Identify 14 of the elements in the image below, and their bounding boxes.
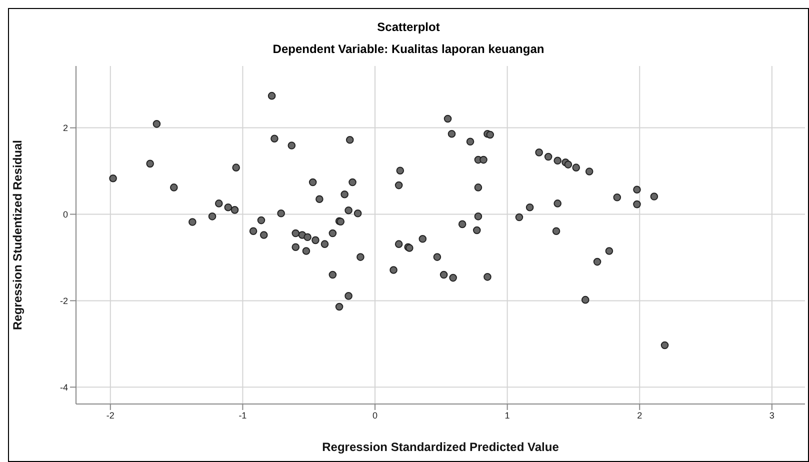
x-axis-title: Regression Standardized Predicted Value <box>322 440 560 454</box>
chart-subtitle: Dependent Variable: Kualitas laporan keuangan <box>272 42 546 56</box>
y-tick-label: 0 <box>62 209 68 220</box>
y-tick-label: -2 <box>60 296 68 306</box>
chart-title: Scatterplot <box>376 20 441 34</box>
x-tick-label: -2 <box>106 410 114 420</box>
y-axis-title: Regression Studentized Residual <box>10 140 24 330</box>
x-tick-label: 1 <box>504 410 510 420</box>
x-tick-label: 2 <box>637 410 642 420</box>
y-tick-label: 2 <box>62 123 68 134</box>
y-tick-label: -4 <box>60 382 68 392</box>
x-tick-label: 0 <box>372 410 378 420</box>
x-tick-label: -1 <box>238 410 247 420</box>
x-tick-label: 3 <box>769 410 774 420</box>
